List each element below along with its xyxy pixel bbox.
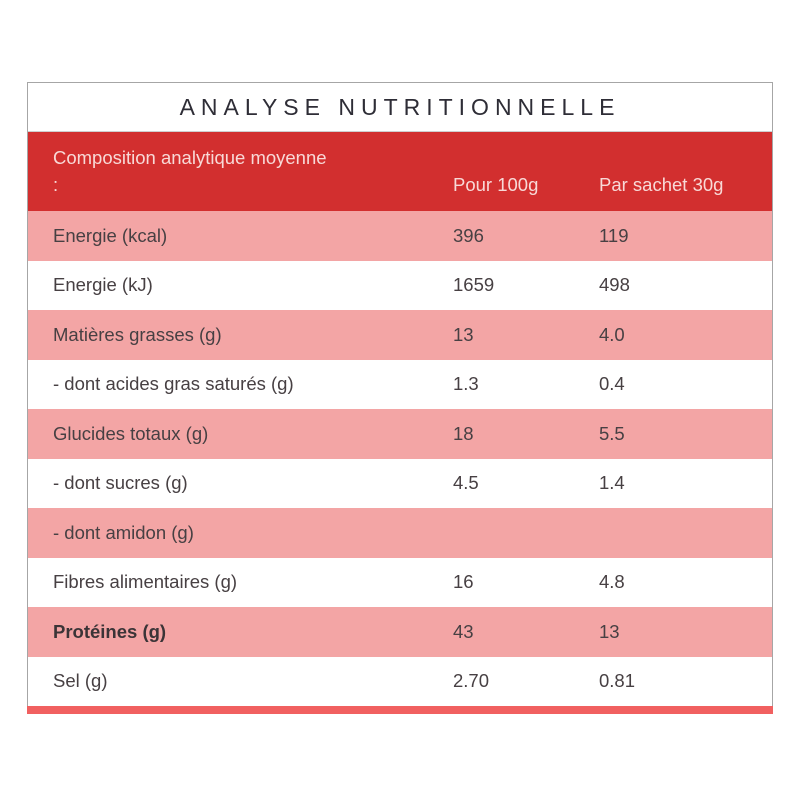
- table-row: Glucides totaux (g) 18 5.5: [28, 409, 772, 459]
- page-title: ANALYSE NUTRITIONNELLE: [28, 83, 772, 132]
- row-value-per-100g: 4.5: [453, 472, 479, 494]
- header-composition-line1: Composition analytique moyenne: [53, 147, 327, 168]
- row-value-per-sachet: 498: [599, 274, 630, 296]
- row-value-per-sachet: 13: [599, 620, 620, 642]
- table-row: Fibres alimentaires (g) 16 4.8: [28, 557, 772, 607]
- header-composition-label: Composition analytique moyenne :: [28, 144, 453, 198]
- row-label: Glucides totaux (g): [53, 422, 209, 444]
- row-value-per-sachet: 4.8: [599, 571, 625, 593]
- row-label: Energie (kcal): [53, 224, 168, 246]
- row-value-per-sachet: 119: [599, 224, 629, 246]
- column-header-per-sachet: Par sachet 30g: [599, 174, 724, 195]
- table-header-row: Composition analytique moyenne : Pour 10…: [28, 132, 772, 211]
- row-label: Protéines (g): [53, 620, 167, 642]
- row-value-per-sachet: 0.81: [599, 670, 636, 692]
- table-row: Sel (g) 2.70 0.81: [28, 656, 772, 706]
- table-row: - dont amidon (g): [28, 508, 772, 558]
- table-row: - dont acides gras saturés (g) 1.3 0.4: [28, 359, 772, 409]
- row-label: - dont acides gras saturés (g): [53, 373, 294, 395]
- row-value-per-sachet: 1.4: [599, 472, 625, 494]
- row-value-per-100g: 16: [453, 571, 474, 593]
- row-label: Matières grasses (g): [53, 323, 222, 345]
- row-label: - dont sucres (g): [53, 472, 188, 494]
- row-value-per-100g: 1.3: [453, 373, 479, 395]
- column-header-per-100g: Pour 100g: [453, 174, 539, 195]
- nutrition-table: ANALYSE NUTRITIONNELLE Composition analy…: [27, 82, 773, 714]
- row-label: Sel (g): [53, 670, 108, 692]
- table-row: - dont sucres (g) 4.5 1.4: [28, 458, 772, 508]
- table-row: Energie (kcal) 396 119: [28, 211, 772, 261]
- row-value-per-sachet: 4.0: [599, 323, 625, 345]
- row-value-per-100g: 1659: [453, 274, 495, 296]
- row-label: Energie (kJ): [53, 274, 153, 296]
- row-label: Fibres alimentaires (g): [53, 571, 238, 593]
- table-body: Energie (kcal) 396 119 Energie (kJ) 1659…: [28, 211, 772, 706]
- row-value-per-100g: 2.70: [453, 670, 490, 692]
- row-value-per-sachet: 0.4: [599, 373, 625, 395]
- row-value-per-100g: 43: [453, 620, 474, 642]
- bottom-accent-bar: [27, 706, 773, 714]
- row-value-per-sachet: 5.5: [599, 422, 625, 444]
- row-value-per-100g: 13: [453, 323, 474, 345]
- row-label: - dont amidon (g): [53, 521, 194, 543]
- row-value-per-100g: 396: [453, 224, 484, 246]
- header-composition-line2: :: [53, 174, 59, 195]
- table-row: Energie (kJ) 1659 498: [28, 260, 772, 310]
- table-row: Protéines (g) 43 13: [28, 607, 772, 657]
- row-value-per-100g: 18: [453, 422, 474, 444]
- table-row: Matières grasses (g) 13 4.0: [28, 310, 772, 360]
